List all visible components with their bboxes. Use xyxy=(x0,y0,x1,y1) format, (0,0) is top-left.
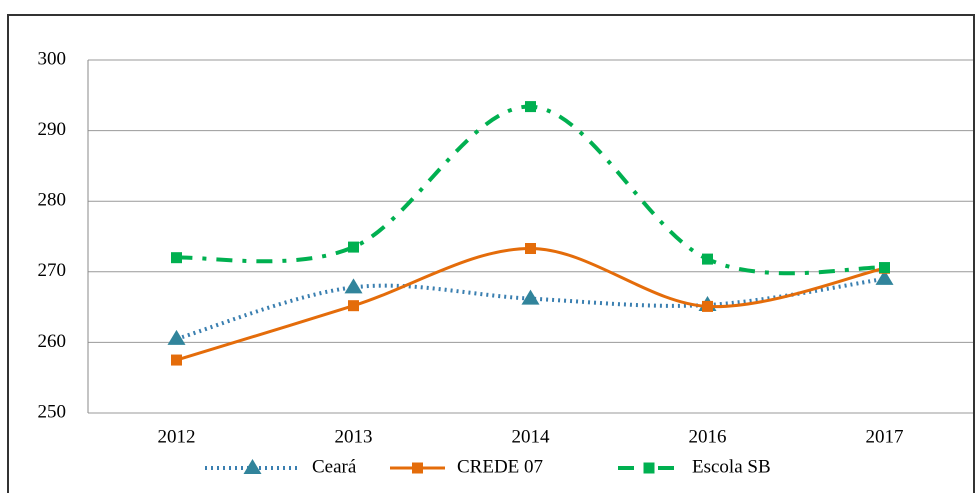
legend-label: Ceará xyxy=(312,456,357,477)
legend-label: CREDE 07 xyxy=(457,456,543,477)
legend-label: Escola SB xyxy=(692,456,771,477)
y-tick-label: 270 xyxy=(38,260,67,281)
data-point xyxy=(521,289,540,305)
series-line xyxy=(175,276,885,341)
data-point xyxy=(702,253,713,265)
data-point xyxy=(525,243,536,255)
x-tick-label: 2014 xyxy=(512,426,551,447)
legend-marker xyxy=(243,459,262,474)
x-tick-label: 2013 xyxy=(335,426,373,447)
data-point xyxy=(348,241,359,253)
y-tick-label: 260 xyxy=(38,331,67,352)
data-point xyxy=(702,300,713,312)
data-point xyxy=(344,278,363,294)
x-tick-label: 2016 xyxy=(689,426,727,447)
y-tick-label: 290 xyxy=(38,119,67,140)
data-point xyxy=(171,252,182,264)
data-point xyxy=(525,101,536,113)
legend-marker xyxy=(643,462,655,474)
data-point xyxy=(167,329,186,345)
y-tick-label: 280 xyxy=(38,190,67,211)
data-point xyxy=(875,269,894,285)
legend-marker xyxy=(412,462,423,474)
data-point xyxy=(348,300,359,312)
x-tick-label: 2012 xyxy=(158,426,196,447)
data-point xyxy=(171,354,182,366)
data-point xyxy=(879,262,890,274)
y-tick-label: 300 xyxy=(38,48,67,69)
x-tick-label: 2017 xyxy=(866,426,904,447)
y-tick-label: 250 xyxy=(38,401,67,422)
